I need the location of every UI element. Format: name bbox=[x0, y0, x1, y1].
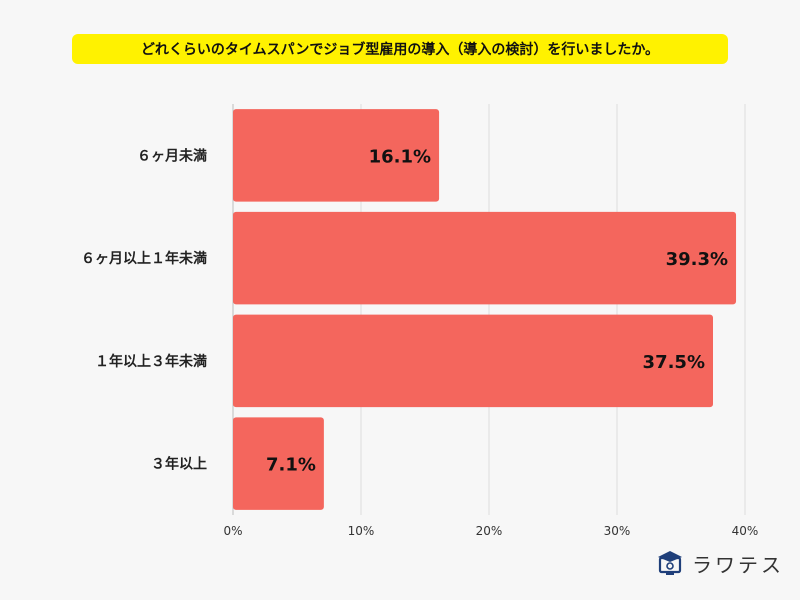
value-label: 7.1% bbox=[266, 455, 316, 476]
brand-name: ラワテス bbox=[692, 552, 784, 577]
x-tick-label: 40% bbox=[732, 524, 759, 538]
category-label: ６ヶ月未満 bbox=[137, 147, 207, 164]
bar bbox=[233, 211, 737, 305]
category-label: ６ヶ月以上１年未満 bbox=[81, 250, 207, 267]
category-labels: ６ヶ月未満 ６ヶ月以上１年未満 １年以上３年未満 ３年以上 bbox=[81, 147, 207, 472]
bar bbox=[233, 417, 324, 510]
x-tick-labels: 0% 10% 20% 30% 40% bbox=[223, 524, 758, 538]
graduation-cap-monitor-icon bbox=[658, 551, 682, 575]
value-label: 39.3% bbox=[666, 249, 728, 270]
value-labels: 16.1% 39.3% 37.5% 7.1% bbox=[266, 146, 728, 475]
x-tick-label: 10% bbox=[348, 524, 375, 538]
category-label: １年以上３年未満 bbox=[95, 353, 207, 370]
value-label: 37.5% bbox=[643, 352, 705, 373]
x-tick-label: 30% bbox=[604, 524, 631, 538]
bar bbox=[233, 109, 440, 202]
bars bbox=[233, 109, 737, 510]
x-tick-label: 0% bbox=[223, 524, 242, 538]
value-label: 16.1% bbox=[369, 146, 431, 167]
category-label: ３年以上 bbox=[151, 456, 207, 473]
x-tick-label: 20% bbox=[476, 524, 503, 538]
brand-logo: ラワテス bbox=[654, 548, 784, 578]
bar bbox=[233, 314, 713, 408]
chart-title: どれくらいのタイムスパンでジョブ型雇用の導入（導入の検討）を行いましたか。 bbox=[72, 34, 728, 64]
